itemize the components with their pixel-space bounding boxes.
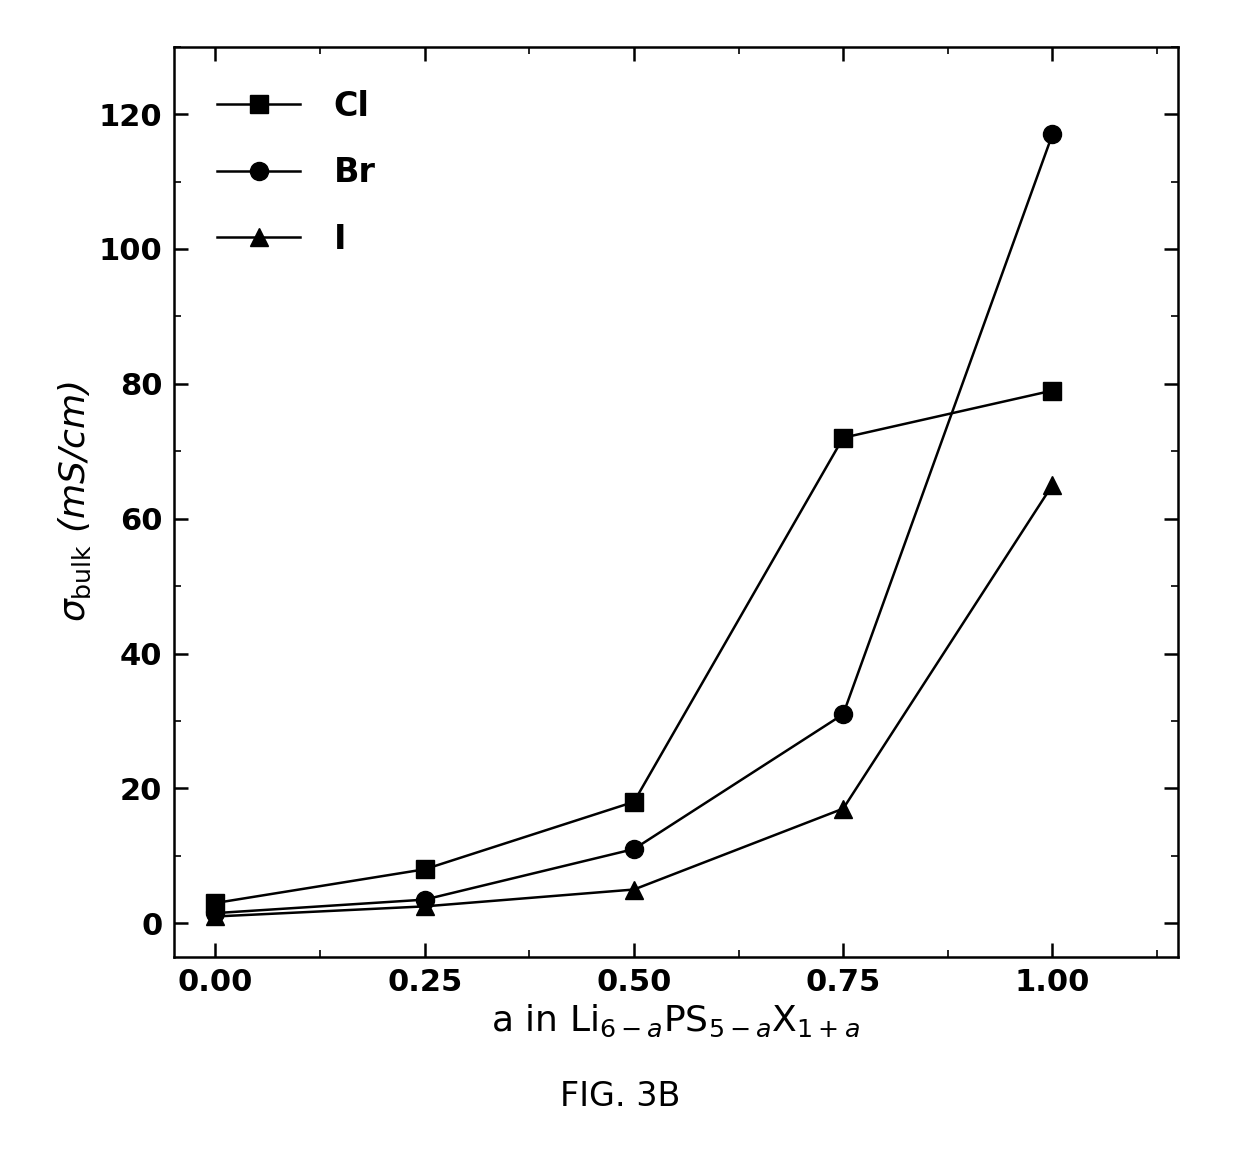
Br [626, 843, 641, 857]
I [417, 900, 433, 914]
Legend: Cl, Br, I: Cl, Br, I [201, 74, 392, 272]
Line: Cl: Cl [206, 382, 1061, 913]
Line: Br: Br [206, 125, 1061, 922]
Line: I: I [206, 476, 1061, 925]
I [1045, 478, 1060, 492]
Cl [836, 431, 851, 445]
Cl [1045, 384, 1060, 398]
Cl [626, 795, 641, 809]
Br [208, 906, 223, 920]
Y-axis label: $\sigma_{\mathrm{bulk}}$ (mS/cm): $\sigma_{\mathrm{bulk}}$ (mS/cm) [57, 382, 93, 622]
Br [836, 707, 851, 721]
Cl [208, 896, 223, 910]
Br [417, 893, 433, 907]
Cl [417, 862, 433, 876]
I [626, 882, 641, 896]
Br [1045, 127, 1060, 141]
I [836, 802, 851, 816]
X-axis label: a in Li$_{6-a}$PS$_{5-a}$X$_{1+a}$: a in Li$_{6-a}$PS$_{5-a}$X$_{1+a}$ [491, 1002, 861, 1039]
Text: FIG. 3B: FIG. 3B [559, 1081, 681, 1113]
I [208, 909, 223, 923]
